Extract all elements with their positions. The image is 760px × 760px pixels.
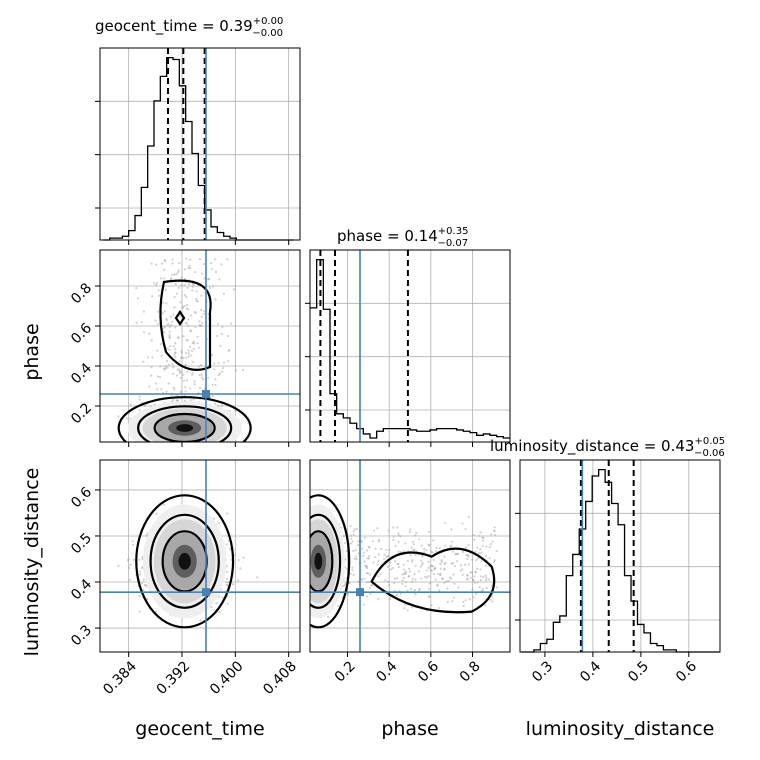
contour-10-1 [137, 405, 233, 442]
contours-10 [117, 279, 252, 442]
x-tick-label-phase-2: 0.6 [415, 658, 442, 685]
x-tick-label-geocent_time-1: 0.392 [154, 658, 194, 698]
title-geocent-time-plus: +0.00 [253, 16, 284, 27]
x-tick-label-luminosity_distance-3: 0.6 [673, 658, 700, 685]
title-luminosity-distance-minus: −0.06 [694, 448, 725, 459]
truth-marker-21 [356, 588, 364, 597]
hist-line-luminosity_distance [520, 468, 720, 653]
density-level-20-4 [178, 552, 191, 570]
title-luminosity-distance-label: luminosity_distance = 0.43 [490, 437, 694, 456]
contour-21-0 [310, 494, 351, 629]
truth-marker-10 [202, 390, 210, 398]
contour-upper-island [159, 279, 212, 371]
density-20 [142, 504, 227, 619]
panel-content-2-1 [310, 460, 510, 652]
contours-21 [310, 494, 496, 629]
x-axis-label-luminosity-distance: luminosity_distance [526, 718, 715, 740]
contour-20-0 [135, 494, 235, 629]
frame-phase [309, 249, 511, 443]
frame-20 [99, 459, 301, 653]
truth-marker-20 [202, 588, 210, 597]
hist-panel-geocent_time [95, 47, 301, 245]
scatter-panel-luminosity_distance-vs-geocent_time [95, 459, 301, 657]
frame-21 [309, 459, 511, 653]
frame-10 [99, 249, 301, 443]
title-phase-minus: −0.07 [437, 238, 468, 249]
x-tick-label-geocent_time-2: 0.400 [207, 658, 247, 698]
title-luminosity-distance-plus: +0.05 [694, 436, 725, 447]
contour-10-0 [117, 396, 252, 442]
y-tick-label-luminosity_distance-2: 0.5 [68, 530, 95, 557]
contour-phase-island [370, 547, 496, 614]
y-tick-label-luminosity_distance-0: 0.3 [68, 622, 95, 649]
x-tick-label-phase-1: 0.4 [373, 658, 400, 685]
title-geocent-time: geocent_time = 0.39+0.00 −0.00 [95, 16, 283, 39]
title-phase: phase = 0.14+0.35 −0.07 [337, 226, 468, 249]
frame-geocent_time [99, 47, 301, 241]
x-tick-label-phase-0: 0.2 [332, 658, 359, 685]
density-level-21-4 [314, 552, 323, 570]
y-tick-label-luminosity_distance-1: 0.4 [68, 576, 95, 603]
title-phase-label: phase = 0.14 [337, 227, 438, 245]
title-luminosity-distance: luminosity_distance = 0.43+0.05 −0.06 [490, 436, 725, 459]
contour-20-1 [149, 513, 220, 609]
title-geocent-time-label: geocent_time = 0.39 [95, 17, 253, 36]
y-axis-label-phase: phase [21, 323, 43, 380]
hist-line-geocent_time [103, 56, 294, 241]
x-tick-label-phase-3: 0.8 [457, 658, 484, 685]
y-tick-label-phase-1: 0.4 [68, 360, 95, 387]
x-tick-label-geocent_time-0: 0.384 [100, 658, 140, 698]
y-axis-label-luminosity-distance: luminosity_distance [21, 468, 43, 657]
contour-21-2 [310, 530, 334, 593]
y-tick-label-phase-3: 0.8 [68, 280, 95, 307]
contour-upper-core [174, 310, 186, 326]
x-axis-label-geocent-time: geocent_time [135, 718, 264, 740]
y-tick-label-luminosity_distance-3: 0.6 [68, 484, 95, 511]
title-phase-plus: +0.35 [438, 226, 469, 237]
x-axis-label-phase: phase [381, 718, 438, 740]
panel-content-2-0 [100, 460, 300, 652]
frame-luminosity_distance [519, 459, 721, 653]
x-tick-label-luminosity_distance-2: 0.5 [625, 658, 652, 685]
contour-21-1 [310, 513, 342, 609]
x-tick-label-luminosity_distance-0: 0.3 [529, 658, 556, 685]
scatter-panel-phase-vs-geocent_time [95, 249, 301, 447]
hist-line-phase [310, 258, 510, 439]
density-10 [127, 401, 242, 442]
hist-panel-phase [305, 249, 511, 447]
y-tick-label-phase-0: 0.2 [68, 400, 95, 427]
x-tick-label-geocent_time-3: 0.408 [260, 658, 300, 698]
hist-panel-luminosity_distance [515, 459, 721, 657]
scatter-panel-luminosity_distance-vs-phase [309, 459, 511, 657]
density-level-10-4 [176, 424, 194, 432]
contour-10-2 [153, 412, 216, 442]
x-tick-label-luminosity_distance-1: 0.4 [577, 658, 604, 685]
panel-content-1-0 [100, 250, 300, 442]
y-tick-label-phase-2: 0.6 [68, 320, 95, 347]
title-geocent-time-minus: −0.00 [252, 28, 283, 39]
